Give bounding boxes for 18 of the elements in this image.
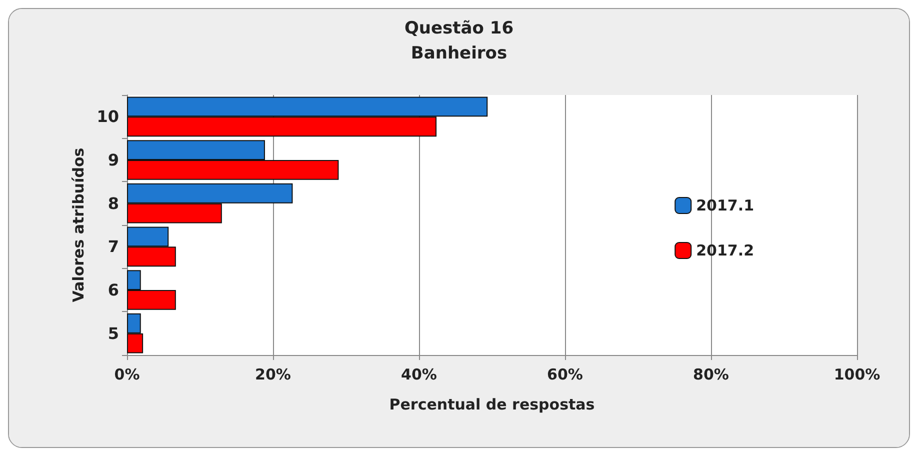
y-tick-label: 5 bbox=[108, 324, 119, 343]
x-tick-label: 60% bbox=[547, 366, 583, 384]
y-tick-label: 7 bbox=[108, 237, 119, 256]
x-tick-label: 20% bbox=[255, 366, 291, 384]
y-tick-label: 10 bbox=[96, 107, 119, 126]
y-tick-label: 9 bbox=[108, 150, 119, 170]
y-tick-label: 8 bbox=[108, 194, 119, 213]
chart-subtitle: Banheiros bbox=[410, 44, 508, 64]
x-tick-label: 0% bbox=[114, 366, 140, 384]
x-tick-label: 40% bbox=[401, 366, 437, 384]
x-tick-label: 80% bbox=[693, 366, 729, 384]
y-axis-title: Valores atribuídos bbox=[69, 148, 88, 302]
y-tick-label: 6 bbox=[108, 280, 119, 300]
x-axis-title: Percentual de respostas bbox=[389, 396, 595, 414]
legend-label: 2017.1 bbox=[696, 196, 754, 214]
chart-title: Questão 16 bbox=[404, 18, 514, 38]
legend-label: 2017.2 bbox=[696, 242, 754, 260]
x-tick-label: 100% bbox=[834, 366, 880, 384]
